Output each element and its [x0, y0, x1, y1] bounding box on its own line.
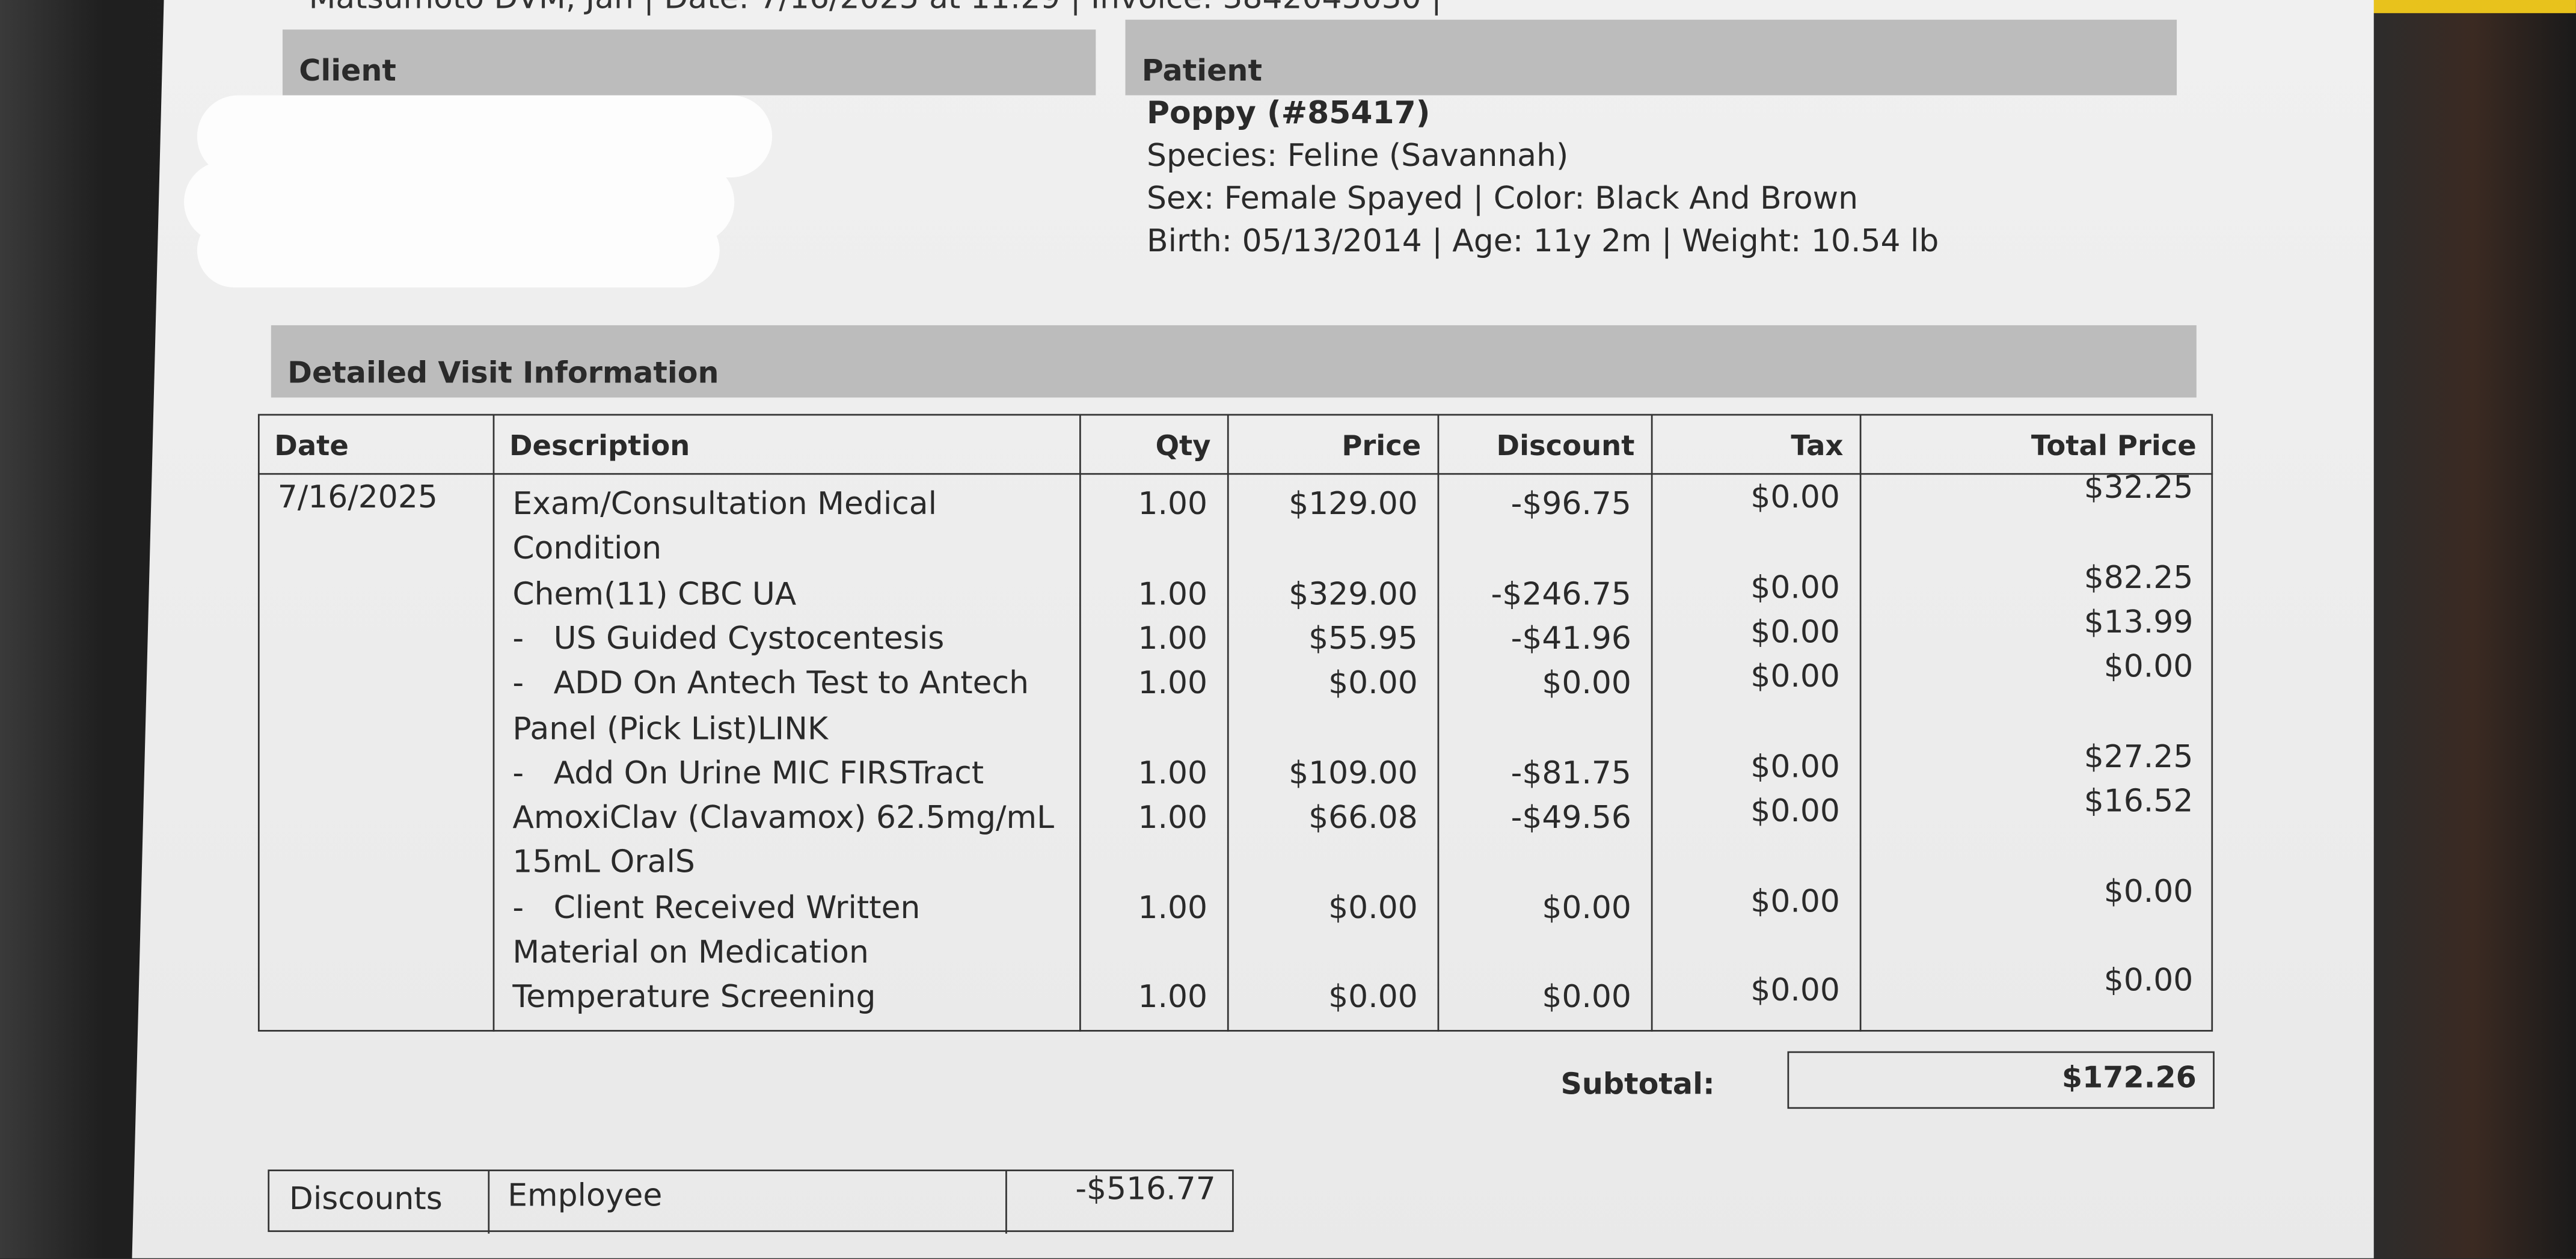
column-divider: [492, 414, 495, 1032]
row-total-price: $13.99: [2084, 604, 2194, 641]
row-total-price: $0.00: [2103, 963, 2194, 999]
row-description-line: - ADD On Antech Test to Antech: [512, 666, 1029, 702]
column-divider: [1651, 414, 1653, 1032]
patient-species: Species: Feline (Savannah): [1147, 138, 1569, 174]
row-discount: $0.00: [1542, 889, 1631, 927]
row-description-line: - Client Received Written: [512, 889, 921, 927]
row-description-line: Exam/Consultation Medical: [512, 486, 937, 522]
column-divider: [1079, 414, 1081, 1032]
row-discount: $0.00: [1542, 979, 1631, 1016]
row-description-line: 15mL OralS: [512, 845, 695, 881]
row-qty: 1.00: [1138, 800, 1208, 836]
column-divider: [1227, 414, 1229, 1032]
discounts-table: Discounts Employee -$516.77: [268, 1169, 1234, 1234]
row-discount: $0.00: [1542, 666, 1631, 702]
divider: [488, 1171, 490, 1234]
row-discount: -$246.75: [1491, 575, 1631, 612]
patient-birth-age-weight: Birth: 05/13/2014 | Age: 11y 2m | Weight…: [1147, 223, 1939, 260]
column-divider: [1437, 414, 1440, 1032]
subtotal-value: $172.26: [2061, 1061, 2197, 1096]
row-description-line: Material on Medication: [512, 934, 869, 971]
column-header-price: Price: [1342, 430, 1421, 464]
discounts-label: Discounts: [289, 1181, 443, 1218]
row-price: $0.00: [1328, 889, 1418, 927]
row-discount: -$96.75: [1510, 486, 1631, 522]
divider: [1005, 1171, 1007, 1234]
row-total-price: $32.25: [2084, 470, 2194, 506]
row-tax: $0.00: [1750, 793, 1840, 830]
row-tax: $0.00: [1750, 973, 1840, 1009]
row-price: $55.95: [1308, 620, 1418, 657]
column-header-qty: Qty: [1155, 430, 1211, 464]
row-description-line: Temperature Screening: [512, 979, 876, 1016]
row-date: 7/16/2025: [277, 479, 438, 516]
row-tax: $0.00: [1750, 659, 1840, 696]
invoice-header-line: Matsumoto DVM, Jan | Date: 7/16/2025 at …: [309, 0, 1442, 16]
row-discount: -$49.56: [1510, 800, 1631, 836]
subtotal-label: Subtotal:: [1560, 1067, 1715, 1103]
row-qty: 1.00: [1138, 666, 1208, 702]
row-tax: $0.00: [1750, 569, 1840, 606]
column-header-description: Description: [509, 430, 690, 464]
row-discount: -$81.75: [1510, 755, 1631, 792]
column-header-total-price: Total Price: [2031, 430, 2197, 464]
header-divider: [257, 473, 2213, 475]
row-description-line: AmoxiClav (Clavamox) 62.5mg/mL: [512, 800, 1055, 836]
row-tax: $0.00: [1750, 614, 1840, 651]
row-price: $129.00: [1289, 486, 1418, 522]
patient-name: Poppy (#85417): [1147, 95, 1431, 132]
row-total-price: $16.52: [2084, 783, 2194, 820]
row-qty: 1.00: [1138, 575, 1208, 612]
row-discount: -$41.96: [1510, 620, 1631, 657]
row-description-line: Panel (Pick List)LINK: [512, 710, 829, 747]
row-price: $109.00: [1289, 755, 1418, 792]
row-description-line: - Add On Urine MIC FIRSTract: [512, 755, 984, 792]
row-price: $0.00: [1328, 666, 1418, 702]
discount-type: Employee: [508, 1177, 663, 1215]
client-section-header: Client: [282, 29, 1096, 96]
row-total-price: $0.00: [2103, 873, 2194, 910]
background-yellow-edge: [2329, 0, 2576, 13]
invoice-paper: Matsumoto DVM, Jan | Date: 7/16/2025 at …: [131, 0, 2374, 1258]
subtotal-box: $172.26: [1787, 1051, 2215, 1109]
row-qty: 1.00: [1138, 755, 1208, 792]
row-total-price: $82.25: [2084, 559, 2194, 596]
row-total-price: $0.00: [2103, 649, 2194, 685]
row-price: $0.00: [1328, 979, 1418, 1016]
table-border: [257, 414, 2213, 1032]
column-header-date: Date: [274, 430, 349, 464]
patient-section-header: Patient: [1125, 19, 2177, 96]
row-description-line: - US Guided Cystocentesis: [512, 620, 945, 657]
column-header-discount: Discount: [1496, 430, 1635, 464]
row-qty: 1.00: [1138, 620, 1208, 657]
column-header-tax: Tax: [1791, 430, 1844, 464]
redaction-blob: [197, 213, 720, 288]
row-qty: 1.00: [1138, 486, 1208, 522]
visit-section-header: Detailed Visit Information: [271, 325, 2197, 398]
row-qty: 1.00: [1138, 979, 1208, 1016]
row-tax: $0.00: [1750, 749, 1840, 785]
row-qty: 1.00: [1138, 889, 1208, 927]
row-total-price: $27.25: [2084, 738, 2194, 775]
discount-amount: -$516.77: [1075, 1171, 1216, 1208]
row-price: $66.08: [1308, 800, 1418, 836]
row-description-line: Chem(11) CBC UA: [512, 575, 797, 612]
row-tax: $0.00: [1750, 883, 1840, 920]
patient-sex-color: Sex: Female Spayed | Color: Black And Br…: [1147, 180, 1859, 217]
row-tax: $0.00: [1750, 479, 1840, 516]
column-divider: [1859, 414, 1862, 1032]
row-price: $329.00: [1289, 575, 1418, 612]
row-description-line: Condition: [512, 531, 662, 568]
